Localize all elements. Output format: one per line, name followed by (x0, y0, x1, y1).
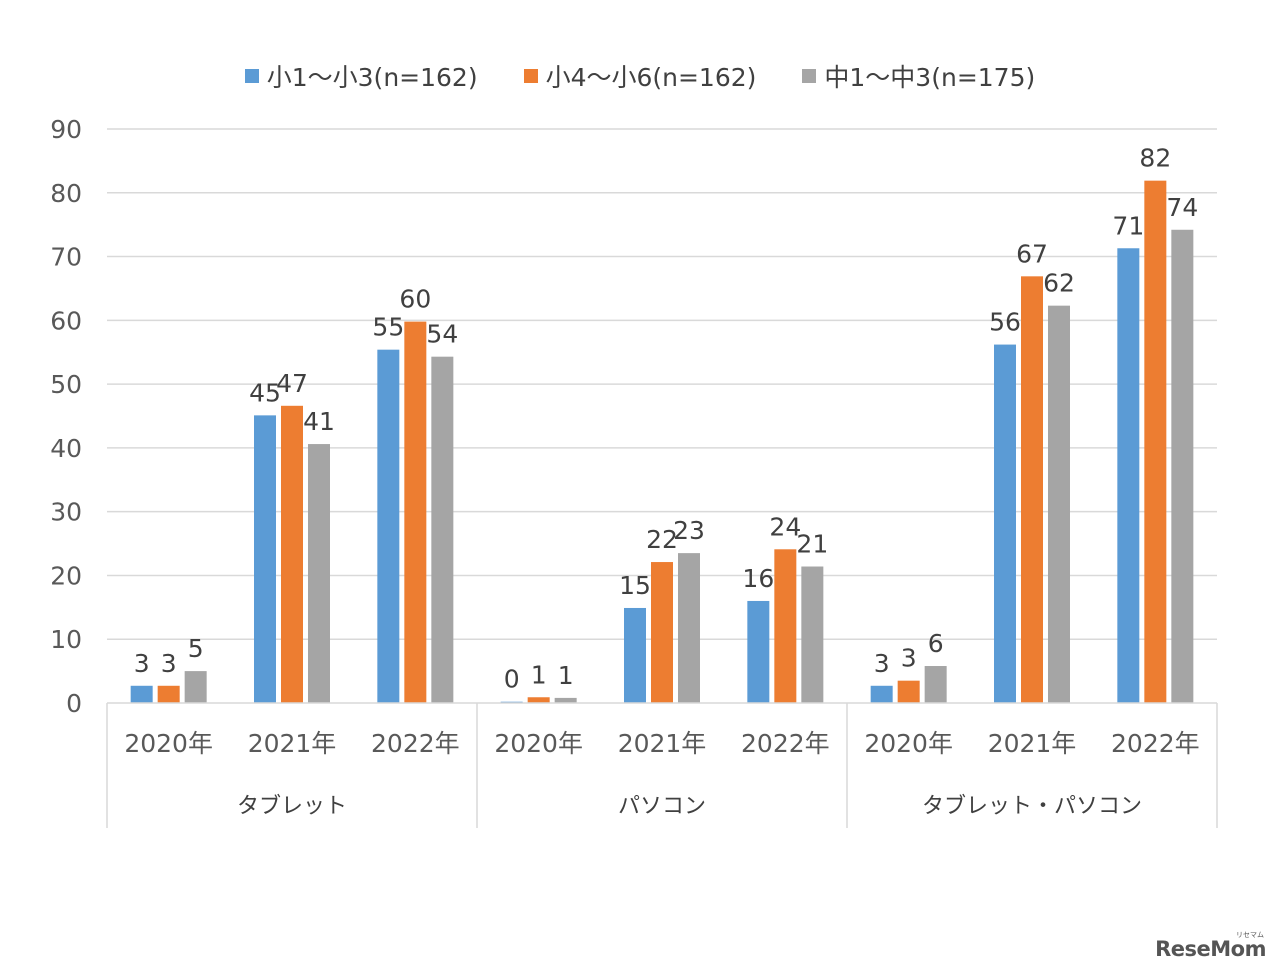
group-label: タブレット・パソコン (922, 794, 1142, 819)
y-tick-label: 80 (50, 179, 82, 208)
data-label: 47 (276, 369, 308, 398)
data-label: 21 (796, 530, 828, 559)
legend-swatch (244, 69, 259, 83)
logo-kana: リセマム (1236, 931, 1264, 939)
bar (527, 697, 550, 703)
data-label: 67 (1016, 239, 1048, 268)
bar (624, 607, 646, 703)
y-tick-label: 0 (66, 689, 82, 718)
legend-item: 小1～小3(n=162) (244, 58, 478, 94)
x-tick-label: 2021年 (248, 729, 337, 758)
data-label: 41 (303, 407, 335, 436)
bar (308, 444, 330, 703)
x-tick-label: 2022年 (371, 729, 460, 758)
data-label: 56 (989, 308, 1021, 337)
data-label: 3 (161, 649, 177, 678)
bar (254, 415, 276, 703)
bar (897, 680, 920, 703)
data-label: 71 (1112, 211, 1144, 240)
bar (774, 549, 797, 703)
bar (678, 553, 700, 703)
data-label: 22 (646, 525, 678, 554)
group-label: タブレット (237, 794, 347, 819)
y-tick-label: 50 (50, 370, 82, 399)
bar (404, 321, 427, 703)
x-tick-label: 2020年 (494, 729, 583, 758)
bar (130, 685, 153, 703)
y-tick-label: 30 (50, 498, 82, 527)
data-label: 6 (928, 629, 944, 658)
data-label: 45 (249, 378, 281, 407)
y-tick-label: 60 (50, 306, 82, 335)
data-label: 1 (558, 661, 574, 690)
x-tick-label: 2020年 (864, 729, 953, 758)
data-label: 82 (1139, 144, 1171, 173)
y-tick-label: 20 (50, 561, 82, 590)
bar (1048, 305, 1070, 703)
bar (1021, 276, 1043, 703)
data-label: 60 (399, 285, 431, 314)
y-tick-label: 70 (50, 243, 82, 272)
x-tick-label: 2022年 (741, 729, 830, 758)
group-label: パソコン (618, 794, 706, 819)
data-label: 15 (619, 571, 651, 600)
chart-legend: 小1～小3(n=162) 小4～小6(n=162) 中1～中3(n=175) (0, 58, 1280, 94)
data-label: 74 (1166, 193, 1198, 222)
bar (924, 666, 947, 703)
bar (157, 685, 180, 703)
bar (281, 405, 303, 703)
bar (994, 344, 1016, 703)
data-label: 62 (1043, 269, 1075, 298)
bar (801, 566, 824, 703)
y-tick-label: 10 (50, 625, 82, 654)
data-label: 16 (742, 564, 774, 593)
data-label: 23 (673, 516, 705, 545)
y-tick-label: 90 (50, 115, 82, 144)
bar (184, 671, 207, 703)
x-tick-label: 2021年 (988, 729, 1077, 758)
legend-item: 小4～小6(n=162) (523, 58, 757, 94)
legend-swatch (523, 69, 538, 83)
x-tick-label: 2022年 (1111, 729, 1200, 758)
data-label: 5 (188, 634, 204, 663)
y-tick-label: 40 (50, 434, 82, 463)
data-label: 24 (769, 512, 801, 541)
data-label: 3 (874, 649, 890, 678)
bar (431, 356, 454, 703)
data-label: 0 (504, 665, 520, 694)
resemom-logo: ReseMom リセマム (1155, 931, 1266, 961)
logo-text: ReseMom (1155, 937, 1266, 961)
bar (651, 562, 673, 703)
data-label: 3 (134, 649, 150, 678)
bar (554, 697, 577, 703)
data-label: 54 (426, 320, 458, 349)
bar (870, 685, 893, 703)
data-label: 55 (372, 313, 404, 342)
data-label: 1 (531, 660, 547, 689)
legend-label: 中1～中3(n=175) (824, 63, 1036, 92)
legend-swatch (802, 69, 817, 83)
bar (377, 349, 400, 703)
bar (1144, 180, 1167, 703)
legend-label: 小4～小6(n=162) (545, 63, 757, 92)
bar (747, 600, 770, 703)
data-label: 3 (901, 644, 917, 673)
legend-label: 小1～小3(n=162) (266, 63, 478, 92)
bar (1171, 229, 1194, 703)
x-tick-label: 2021年 (618, 729, 707, 758)
bar (1117, 248, 1140, 703)
legend-item: 中1～中3(n=175) (802, 58, 1035, 94)
x-tick-label: 2020年 (124, 729, 213, 758)
